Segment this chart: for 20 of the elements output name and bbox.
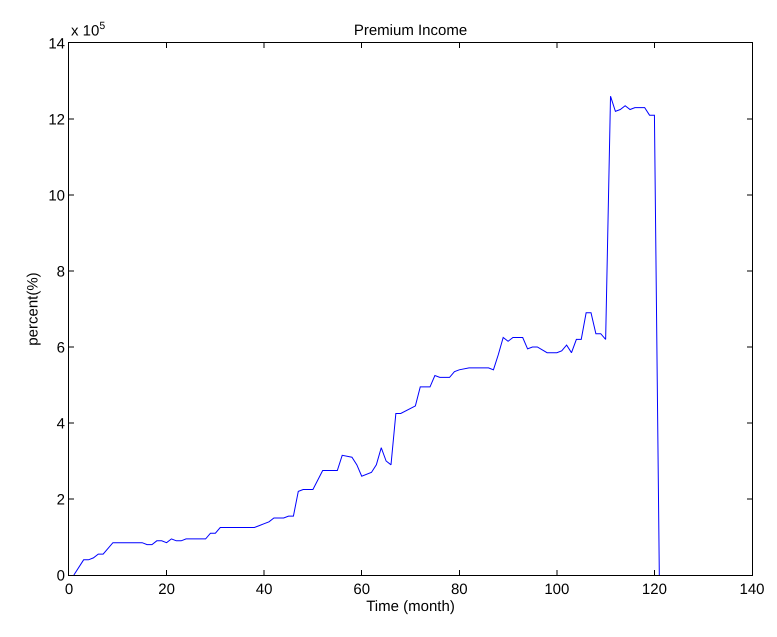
y-tick-label: 12 — [48, 111, 65, 128]
line-series — [73, 96, 660, 575]
x-tick-label: 40 — [256, 581, 272, 598]
x-tick-label: 100 — [544, 581, 570, 598]
y-tick-label: 14 — [48, 35, 65, 52]
x-tick-label: 140 — [739, 581, 765, 598]
x-tick-label: 60 — [353, 581, 370, 598]
y-tick-label: 0 — [56, 567, 65, 584]
y-tick-label: 8 — [56, 263, 65, 280]
chart-title: Premium Income — [354, 22, 468, 39]
y-axis-title: percent(%) — [24, 272, 42, 346]
x-tick-label: 120 — [642, 581, 667, 598]
y-tick-label: 10 — [48, 187, 65, 204]
x-tick-label: 80 — [450, 581, 468, 598]
y-tick-label: 6 — [56, 339, 65, 356]
y-tick-label: 4 — [56, 415, 65, 432]
text: x 10$^{5}$ — [71, 20, 106, 40]
x-axis-title: Time (month) — [366, 598, 455, 615]
y-tick-label: 2 — [56, 491, 65, 508]
x-tick-label: 20 — [158, 581, 175, 598]
